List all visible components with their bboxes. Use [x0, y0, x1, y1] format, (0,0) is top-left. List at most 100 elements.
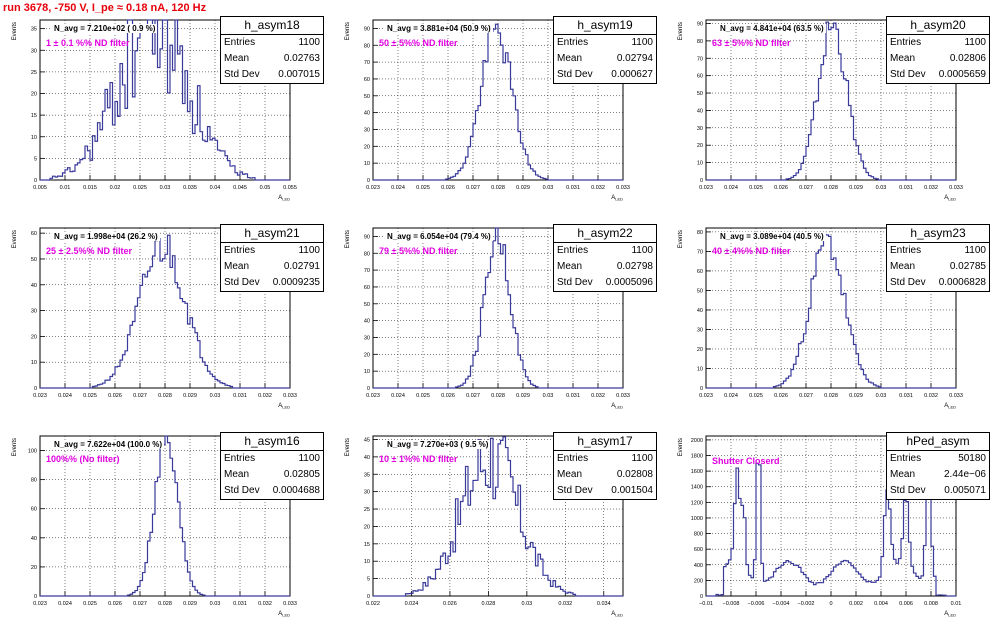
stats-value: 0.0004688 — [272, 485, 320, 496]
stats-label: Entries — [557, 37, 589, 48]
x-tick-label: 0.032 — [591, 393, 605, 399]
stats-value: 1100 — [631, 37, 653, 48]
y-tick-label: 70 — [364, 268, 370, 274]
y-axis-label: Events — [678, 438, 684, 456]
stats-box: h_asym19 Entries 1100 Mean 0.02794 Std Dev 0.0… — [553, 16, 657, 84]
y-tick-label: 20 — [697, 143, 703, 149]
panel-h-asym16: 0.023 0.024 0.025 0.026 0.027 0.028 0.029 0.03 0… — [0, 430, 325, 638]
stats-label: Entries — [557, 453, 589, 464]
y-tick-label: 60 — [31, 231, 37, 237]
y-tick-label: 10 — [31, 360, 37, 366]
panel-hped-asym: −0.01 −0.008 −0.006 −0.004 −0.002 0 0.002 0.004… — [666, 430, 991, 638]
histogram-name: hPed_asym — [887, 433, 989, 451]
y-tick-label: 35 — [364, 472, 370, 478]
stats-value: 0.0006828 — [938, 277, 986, 288]
stats-label: Entries — [224, 245, 256, 256]
x-tick-label: 0.029 — [183, 393, 197, 399]
y-tick-label: 10 — [697, 161, 703, 167]
y-tick-label: 50 — [31, 257, 37, 263]
x-tick-label: 0.027 — [133, 601, 147, 607]
histogram-line — [373, 436, 623, 597]
stats-label: Std Dev — [224, 69, 260, 80]
y-tick-label: 40 — [697, 108, 703, 114]
stats-row-mean: Mean 0.02794 — [554, 51, 656, 67]
y-tick-label: 60 — [364, 285, 370, 291]
stats-row-mean: Mean 0.02785 — [887, 259, 989, 275]
stats-box: h_asym17 Entries 1100 Mean 0.02808 Std Dev 0.0… — [553, 432, 657, 500]
y-tick-label: 70 — [697, 249, 703, 255]
stats-row-std: Std Dev 0.007015 — [221, 67, 323, 83]
filter-label: 63 ± 5%% ND filter — [712, 38, 791, 48]
stats-label: Std Dev — [557, 277, 593, 288]
x-tick-label: 0.023 — [699, 185, 713, 191]
stats-row-std: Std Dev 0.0005659 — [887, 67, 989, 83]
y-tick-label: 15 — [364, 542, 370, 548]
x-tick-label: 0.045 — [233, 185, 247, 191]
stats-label: Mean — [890, 261, 916, 272]
y-tick-label: 20 — [31, 92, 37, 98]
stats-row-std: Std Dev 0.001504 — [554, 483, 656, 499]
stats-value: 0.02763 — [283, 53, 320, 64]
x-tick-label: 0.015 — [83, 185, 97, 191]
y-tick-label: 30 — [697, 327, 703, 333]
stats-label: Entries — [557, 245, 589, 256]
x-tick-label: 0.055 — [283, 185, 297, 191]
y-tick-label: 5 — [367, 577, 370, 583]
y-tick-label: 30 — [697, 126, 703, 132]
y-tick-label: 80 — [31, 478, 37, 484]
y-tick-label: 30 — [364, 335, 370, 341]
x-tick-label: 0.026 — [441, 393, 455, 399]
x-tick-label: 0.028 — [158, 601, 172, 607]
y-tick-label: 400 — [694, 563, 703, 569]
stats-value: 1100 — [298, 453, 320, 464]
stats-row-mean: Mean 2.44e−06 — [887, 467, 989, 483]
x-tick-label: 0.01 — [951, 601, 962, 607]
y-tick-label: 200 — [694, 578, 703, 584]
y-tick-label: 80 — [697, 39, 703, 45]
filter-label: 10 ± 1%% ND filter — [379, 454, 458, 464]
y-tick-label: 20 — [697, 347, 703, 353]
stats-row-std: Std Dev 0.0005096 — [554, 275, 656, 291]
x-tick-label: 0.028 — [158, 393, 172, 399]
x-tick-label: 0.025 — [83, 393, 97, 399]
x-tick-label: 0.032 — [924, 393, 938, 399]
navg-label: N_avg = 7.210e+02 ( 0.9 %) — [52, 24, 158, 33]
stats-value: 0.005071 — [944, 485, 986, 496]
y-tick-label: 35 — [31, 27, 37, 33]
x-tick-label: 0.03 — [521, 601, 532, 607]
x-tick-label: 0.027 — [133, 393, 147, 399]
y-tick-label: 60 — [31, 507, 37, 513]
y-tick-label: 600 — [694, 547, 703, 553]
x-axis-label: ALED — [278, 195, 290, 202]
x-tick-label: 0.03 — [210, 601, 221, 607]
panel-h-asym20: 0.023 0.024 0.025 0.026 0.027 0.028 0.029 0.03 0… — [666, 14, 991, 222]
x-tick-label: 0.032 — [591, 185, 605, 191]
panel-h-asym22: 0.023 0.024 0.025 0.026 0.027 0.028 0.029 0.03 0… — [333, 222, 658, 430]
x-tick-label: 0.026 — [774, 185, 788, 191]
histogram-name: h_asym17 — [554, 433, 656, 451]
x-tick-label: −0.006 — [748, 601, 765, 607]
x-tick-label: 0.031 — [899, 393, 913, 399]
y-tick-label: 40 — [364, 455, 370, 461]
stats-row-entries: Entries 1100 — [554, 243, 656, 259]
navg-label: N_avg = 3.881e+04 (50.9 %) — [385, 24, 493, 33]
y-tick-label: 0 — [367, 178, 370, 184]
stats-value: 0.000627 — [611, 69, 653, 80]
x-tick-label: 0.024 — [391, 393, 405, 399]
x-axis-label: ALED — [944, 195, 956, 202]
x-tick-label: 0.031 — [566, 185, 580, 191]
y-tick-label: 5 — [34, 156, 37, 162]
histogram-line — [706, 462, 956, 597]
histogram-plot: 0.023 0.024 0.025 0.026 0.027 0.028 0.029 0.03 0… — [12, 435, 297, 618]
x-tick-label: 0.031 — [566, 393, 580, 399]
x-tick-label: 0.025 — [83, 601, 97, 607]
y-tick-label: 50 — [364, 302, 370, 308]
stats-box: h_asym22 Entries 1100 Mean 0.02798 Std Dev 0.0… — [553, 224, 657, 292]
x-tick-label: 0.027 — [799, 185, 813, 191]
y-tick-label: 10 — [364, 559, 370, 565]
stats-value: 0.02791 — [283, 261, 320, 272]
page-title: run 3678, -750 V, I_pe ≈ 0.18 nA, 120 Hz — [3, 2, 207, 14]
navg-label: N_avg = 6.054e+04 (79.4 %) — [385, 232, 493, 241]
x-tick-label: 0.006 — [899, 601, 913, 607]
x-tick-label: 0.025 — [416, 393, 430, 399]
